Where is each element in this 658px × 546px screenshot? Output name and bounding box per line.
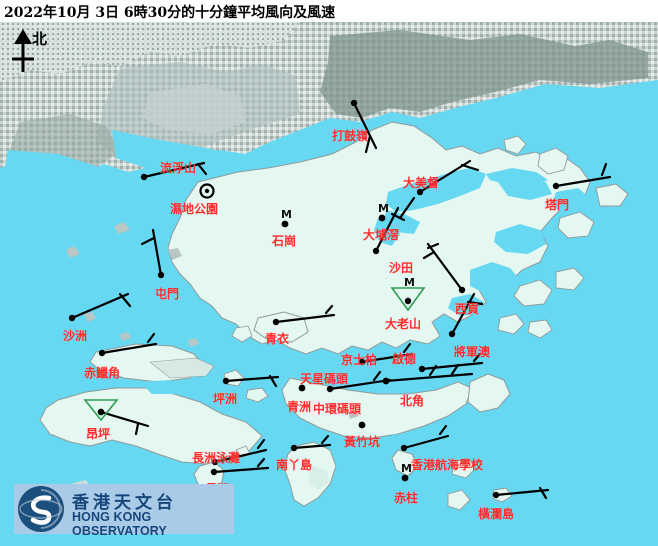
wind-barb-tap-mun [554, 162, 612, 188]
station-dot-markers [97, 214, 412, 482]
station-label-%E5%A1%94%E9%96%80: 塔門 [545, 198, 570, 212]
wind-barb-tai-mei-tuk [418, 159, 480, 194]
station-label-%E9%BB%83%E7%AB%B9%E5%9D%91: 黃竹坑 [344, 435, 381, 449]
station-label-%E9%A6%99%E6%B8%AF%E8%88%AA%E6%B5%B7%E5%AD%B8%E6%A0%A1: 香港航海學校 [411, 458, 484, 472]
station-label-%E5%B1%AF%E9%96%80: 屯門 [155, 287, 180, 301]
wind-barbs-layer [68, 99, 612, 500]
marker-shek-kong [281, 220, 289, 228]
hong-kong-wind-map: 北 流浮山 濕地公園 打鼓嶺 大美督 塔門 石崗 M 大埔滘 M 沙田 屯門 西貢 大老山 M 沙洲 青衣 將軍… [0, 22, 658, 546]
station-label-%E6%B2%99%E6%B4%B2: 沙洲 [63, 329, 88, 343]
wind-barb-tuen-mun [140, 228, 163, 277]
marker-tai-po-kau [378, 214, 386, 222]
station-label-%E5%8D%97%E4%B8%AB%E5%B3%B6: 南丫島 [276, 458, 313, 472]
triangle-ngong-ping [83, 399, 119, 422]
station-label-%E8%B5%A4%E6%9F%B1: 赤柱 [394, 491, 419, 505]
station-label-%E6%98%82%E5%9D%AA: 昂坪 [86, 427, 111, 441]
title-bar: 2022年10月 3日 6時30分的十分鐘平均風向及風速 [0, 0, 658, 22]
marker-letter-m: M [281, 208, 292, 221]
wind-barb-cheung-chau [212, 457, 270, 474]
station-label-%E5%95%9F%E5%BE%B7: 啟德 [392, 352, 417, 366]
station-label-%E5%8C%97%E8%A7%92: 北角 [400, 394, 425, 408]
station-label-%E6%A9%AB%E7%80%BE%E5%B3%B6: 橫瀾島 [478, 507, 515, 521]
marker-letter-m: M [378, 202, 389, 215]
station-label-%E6%BF%95%E5%9C%B0%E5%85%AC%E5%9C%92: 濕地公園 [170, 202, 219, 216]
wind-barb-chek-lap-kok [100, 332, 158, 355]
wind-barb-kai-tak [420, 352, 484, 371]
hko-logo-mark [18, 486, 64, 532]
wind-barb-sha-chau [70, 292, 132, 320]
map-geography [0, 22, 658, 546]
mountain-station-triangles [83, 287, 426, 422]
station-label-%E4%BA%AC%E5%A3%AB%E6%9F%8F: 京士柏 [341, 353, 378, 367]
wind-barb-waglan [494, 486, 550, 500]
wind-barb-central-pier [328, 370, 392, 391]
marker-wong-chuk-hang [358, 421, 366, 429]
wind-barb-tsing-yi [274, 304, 336, 324]
wind-barb-kings-park [360, 342, 414, 364]
station-label-%E6%B2%99%E7%94%B0: 沙田 [389, 261, 414, 275]
station-label-%E6%B5%81%E6%B5%AE%E5%B1%B1: 流浮山 [160, 161, 197, 175]
marker-letter-m: M [401, 462, 412, 475]
wind-barb-tseung-kwan-o [450, 292, 484, 336]
hko-logo-english: HONG KONG OBSERVATORY [72, 510, 167, 538]
wind-barb-ngong-ping [99, 410, 150, 436]
station-label-%E6%89%93%E9%BC%93%E5%B6%BA: 打鼓嶺 [332, 129, 369, 143]
marker-stanley [401, 474, 409, 482]
station-label-%E7%9F%B3%E5%B4%97: 石崗 [272, 234, 297, 248]
station-label-%E8%A5%BF%E8%B2%A2: 西貢 [455, 302, 480, 316]
station-label-%E5%9D%AA%E6%B4%B2: 坪洲 [213, 392, 238, 406]
marker-tates-cairn [404, 297, 412, 305]
station-label-%E5%A4%A7%E7%BE%8E%E7%9D%A3: 大美督 [403, 176, 440, 190]
station-label-%E8%B5%A4%E9%B1%B2%E8%A7%92: 赤鱲角 [84, 366, 121, 380]
wind-barb-lau-fau-shan [142, 161, 208, 179]
wind-barb-peng-chau [224, 374, 280, 388]
marker-letter-m: M [404, 276, 415, 289]
hko-logo-chinese: 香港天文台 [72, 493, 177, 513]
north-arrow: 北 [6, 26, 66, 78]
station-label-%E9%95%B7%E6%B4%B2%E6%B3%B3%E7%81%98: 長洲泳灘 [192, 451, 241, 465]
station-label-%E9%9D%92%E8%A1%A3: 青衣 [265, 332, 290, 346]
marker-ngong-ping [97, 408, 105, 416]
wind-barb-lamma [292, 434, 332, 450]
marker-tsing-chau [298, 384, 306, 392]
north-label: 北 [32, 30, 48, 48]
wind-barb-ta-kwu-ling [352, 101, 378, 154]
station-label-%E5%B0%87%E8%BB%8D%E6%BE%B3: 將軍澳 [454, 345, 491, 359]
station-label-%E5%A4%A9%E6%98%9F%E7%A2%BC%E9%A0%AD: 天星碼頭 [300, 372, 349, 386]
wind-barb-tai-po-kau [398, 196, 416, 220]
station-label-%E5%A4%A7%E5%9F%94%E6%BB%98: 大埔滘 [363, 228, 400, 242]
station-label-%E9%9D%92%E6%B4%B2: 青洲 [287, 400, 312, 414]
page-title: 2022年10月 3日 6時30分的十分鐘平均風向及風速 [4, 5, 336, 21]
wind-barb-hk-sea-school [402, 424, 450, 450]
triangle-tates-cairn [390, 287, 426, 312]
station-label-%E5%A4%A7%E8%80%81%E5%B1%B1: 大老山 [385, 317, 422, 331]
wind-barb-star-ferry [384, 363, 474, 383]
station-label-%E4%B8%AD%E7%92%B0%E7%A2%BC%E9%A0%AD: 中環碼頭 [313, 402, 362, 416]
wind-barb-sha-tin [374, 206, 406, 253]
wind-barb-sai-kung [422, 242, 464, 292]
marker-wetland-park [199, 183, 215, 199]
hko-logo: 香港天文台 HONG KONG OBSERVATORY [14, 484, 234, 538]
wind-barb-cheung-chau-beach [213, 438, 268, 464]
